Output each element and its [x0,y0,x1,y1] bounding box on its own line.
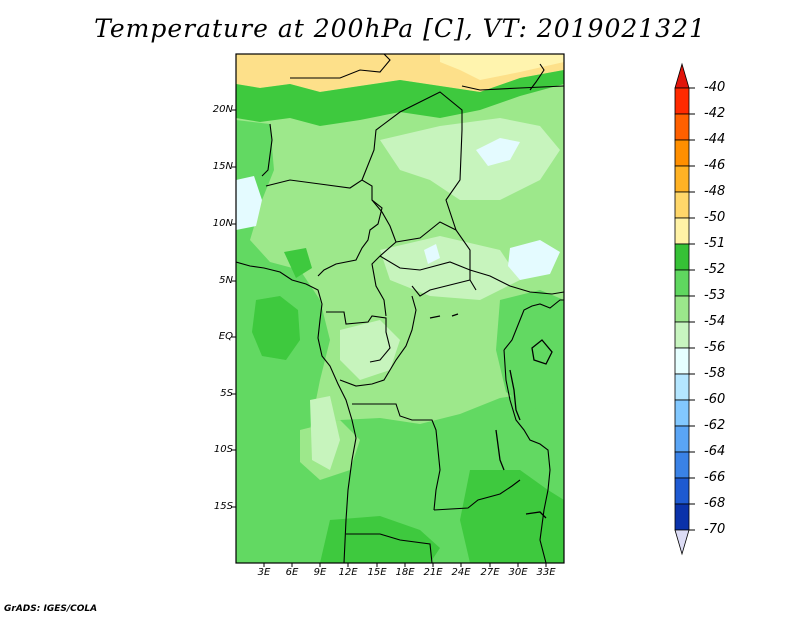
latitude-label: 15S [213,501,233,512]
field-pale-yellow [440,54,564,80]
colorbar-segment [674,243,690,271]
longitude-label: 30E [508,567,528,578]
lon-ticks [263,563,547,567]
colorbar-segment [674,347,690,375]
colorbar-segment [674,191,690,219]
colorbar-label: -60 [704,392,726,407]
field-pale-green-north [380,118,560,200]
colorbar-segment [674,139,690,167]
field-dark-green-south [320,516,440,563]
colorbar-label: -62 [704,418,726,433]
latitude-label: 20N [212,104,233,115]
lakes [429,313,553,519]
colorbar-segment [674,373,690,401]
colorbar-label: -54 [704,314,726,329]
country-borders [236,54,564,563]
colorbar-label: -66 [704,470,726,485]
colorbar-top-arrow [674,62,690,89]
colorbar-segment [674,295,690,323]
grads-credit: GrADS: IGES/COLA [4,604,98,614]
colorbar-segment [674,451,690,479]
colorbar-label: -50 [704,210,726,225]
field-pale-green-congo [340,320,400,380]
colorbar-label: -40 [704,80,726,95]
colorbar-segment [674,87,690,115]
colorbar-label: -56 [704,340,726,355]
longitude-label: 33E [536,567,556,578]
colorbar-bottom-arrow [674,529,690,556]
colorbar-segment [674,399,690,427]
longitude-label: 24E [451,567,471,578]
longitude-label: 27E [480,567,500,578]
colorbar-label: -44 [704,132,726,147]
temperature-field [236,54,564,563]
latitude-label: 5N [219,275,233,286]
field-cyan-spot-1 [476,138,520,166]
latitude-label: 15N [212,161,233,172]
map-title: Temperature at 200hPa [C], VT: 201902132… [94,14,706,43]
colorbar-segment [674,321,690,349]
colorbar-label: -68 [704,496,726,511]
field-cyan-spot-4 [424,244,440,264]
longitude-label: 6E [285,567,299,578]
colorbar-segment [674,113,690,141]
colorbar-label: -48 [704,184,726,199]
lat-ticks [232,109,236,508]
colorbar-label: -64 [704,444,726,459]
field-cyan-spot-2 [508,240,560,280]
colorbar-label: -42 [704,106,726,121]
colorbar-segment [674,269,690,297]
colorbar-label: -58 [704,366,726,381]
colorbar-label: -46 [704,158,726,173]
longitude-label: 3E [257,567,271,578]
field-mid-green-east [496,290,564,410]
map-frame [235,53,565,564]
longitude-label: 12E [338,567,358,578]
colorbar-label: -51 [704,236,726,251]
colorbar-segment [674,425,690,453]
colorbar-label: -53 [704,288,726,303]
longitude-label: 9E [313,567,327,578]
longitude-label: 21E [423,567,443,578]
latitude-label: 10S [213,444,233,455]
field-pale-green-central [380,236,520,300]
field-dark-green-southeast [460,470,564,563]
colorbar-segment [674,165,690,193]
longitude-label: 15E [367,567,387,578]
latitude-label: 10N [212,218,233,229]
field-dark-green-cameroon [284,248,312,278]
latitude-label: 5S [220,388,233,399]
field-cyan-spot-3 [236,176,262,230]
field-dark-green-north [236,70,564,126]
colorbar-segment [674,217,690,245]
colorbar-segment [674,503,690,531]
field-pale-green-southwest [310,396,340,470]
colorbar-segment [674,477,690,505]
field-dark-green-gabon [252,296,300,360]
longitude-label: 18E [395,567,415,578]
colorbar-label: -52 [704,262,726,277]
colorbar [674,62,695,556]
latitude-label: EQ [218,331,233,342]
colorbar-label: -70 [704,522,726,537]
